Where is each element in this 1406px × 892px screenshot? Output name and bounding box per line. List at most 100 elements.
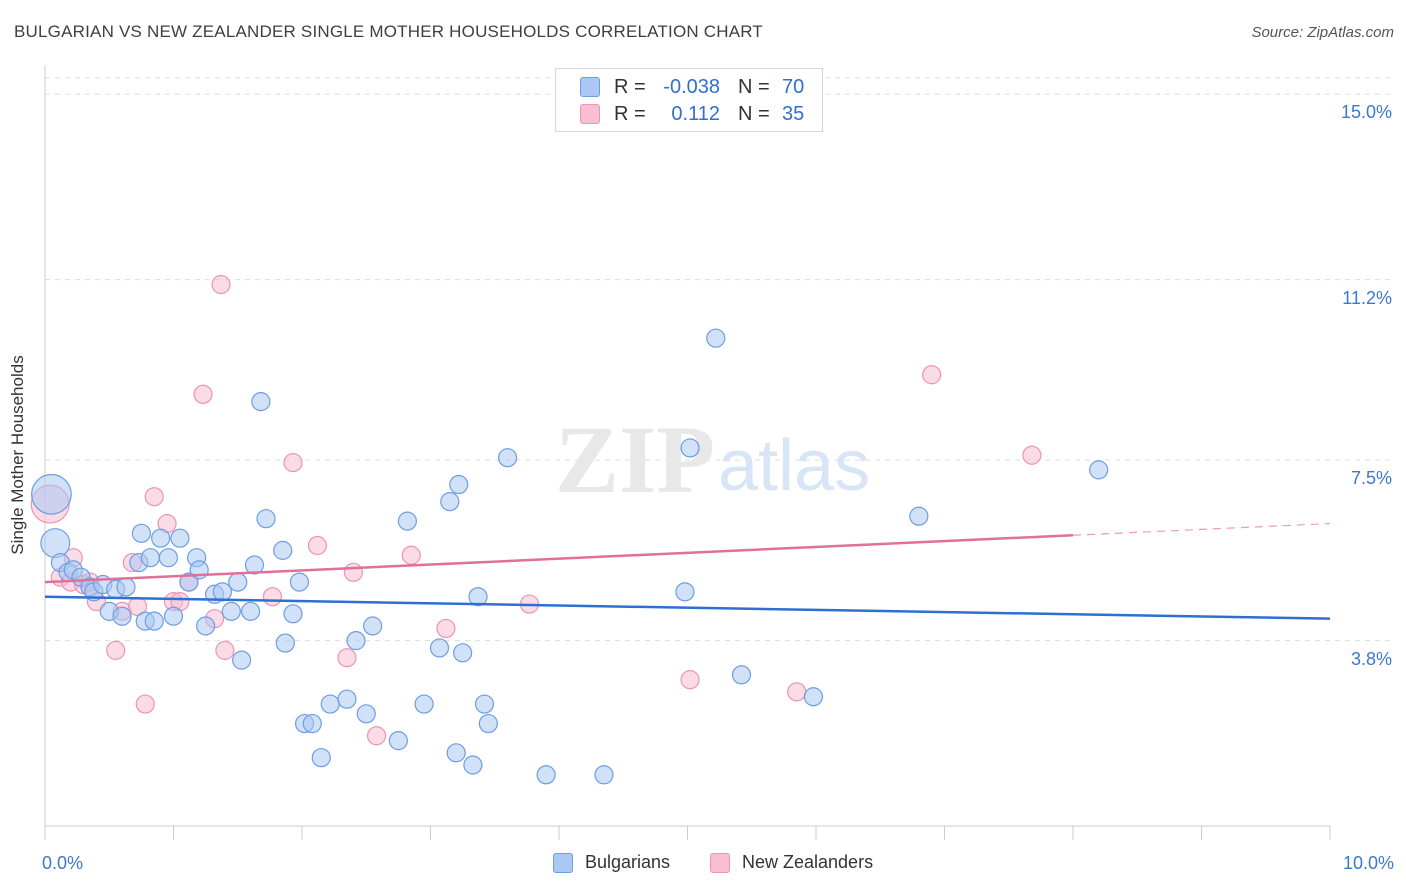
- data-point: [397, 511, 417, 531]
- data-point: [388, 731, 408, 751]
- x-tick-label: 0.0%: [42, 853, 84, 873]
- data-point: [251, 391, 271, 412]
- trend-line-new-zealanders-extension: [1072, 522, 1331, 536]
- chart-title: BULGARIAN VS NEW ZEALANDER SINGLE MOTHER…: [14, 22, 764, 41]
- data-point: [106, 640, 126, 660]
- data-point: [453, 643, 473, 663]
- data-point: [706, 328, 726, 348]
- data-point: [112, 606, 132, 626]
- data-point: [449, 474, 469, 495]
- data-point: [463, 755, 483, 775]
- data-point: [731, 665, 752, 685]
- legend-label-new-zealanders: New Zealanders: [742, 852, 874, 872]
- data-point: [366, 726, 387, 746]
- source-credit: Source: ZipAtlas.com: [1251, 24, 1394, 41]
- pink-swatch: [710, 852, 730, 873]
- legend-row-bulgarians: R = -0.038 N = 70: [580, 75, 804, 99]
- data-point: [478, 713, 498, 734]
- data-point: [356, 704, 376, 724]
- data-point: [675, 582, 695, 602]
- data-point: [346, 631, 366, 651]
- data-point: [283, 452, 303, 473]
- data-point: [116, 577, 136, 597]
- r-label: R =: [614, 102, 646, 125]
- data-point: [343, 562, 363, 582]
- r-value: 0.112: [671, 102, 720, 125]
- data-point: [211, 274, 231, 295]
- data-point: [909, 506, 929, 526]
- series-new-zealanders-points: [30, 274, 1042, 746]
- data-point: [680, 438, 700, 458]
- data-point: [144, 611, 164, 631]
- data-point: [163, 606, 184, 626]
- trend-lines: [44, 522, 1331, 620]
- watermark: ZIP atlas: [555, 406, 870, 513]
- n-value: 35: [782, 102, 805, 125]
- data-point: [337, 689, 357, 709]
- data-point: [594, 765, 614, 785]
- series-bulgarians-points: [31, 328, 1109, 785]
- pink-swatch: [580, 104, 600, 124]
- data-point: [803, 687, 824, 707]
- data-point: [193, 384, 213, 404]
- data-point: [1089, 460, 1109, 480]
- y-tick-label: 11.2%: [1342, 287, 1392, 308]
- y-tick-label: 3.8%: [1350, 648, 1392, 669]
- axes: [44, 65, 1331, 840]
- n-value: 70: [782, 75, 805, 98]
- data-point: [498, 448, 518, 468]
- data-point: [283, 604, 303, 624]
- data-point: [40, 528, 71, 559]
- x-tick-label: 10.0%: [1342, 853, 1394, 873]
- data-point: [468, 587, 488, 607]
- data-point: [429, 638, 450, 658]
- watermark-zip: ZIP: [555, 406, 715, 513]
- data-point: [436, 618, 456, 639]
- data-point: [232, 650, 252, 670]
- data-point: [196, 616, 216, 636]
- data-point: [151, 528, 171, 548]
- data-point: [262, 587, 283, 607]
- legend-row-new-zealanders: R = 0.112 N = 35: [580, 102, 804, 126]
- watermark-atlas: atlas: [718, 426, 870, 506]
- data-point: [680, 670, 700, 690]
- data-point: [215, 640, 235, 660]
- gridlines: [45, 77, 1390, 642]
- data-point: [536, 765, 556, 785]
- data-point: [273, 540, 293, 560]
- correlation-legend: R = -0.038 N = 70 R = 0.112 N = 35: [555, 68, 823, 132]
- data-point: [922, 365, 942, 385]
- n-label: N =: [738, 75, 770, 98]
- data-point: [179, 572, 199, 592]
- series-legend: Bulgarians New Zealanders: [0, 852, 1406, 878]
- r-value: -0.038: [663, 75, 720, 98]
- legend-item-bulgarians[interactable]: Bulgarians: [553, 852, 670, 873]
- data-point: [363, 616, 383, 636]
- data-point: [140, 548, 160, 568]
- data-point: [256, 509, 276, 529]
- blue-swatch: [580, 77, 600, 97]
- data-point: [244, 555, 265, 575]
- legend-label-bulgarians: Bulgarians: [585, 852, 671, 872]
- data-point: [289, 572, 310, 592]
- data-point: [275, 633, 295, 653]
- data-point: [440, 491, 460, 512]
- data-point: [302, 713, 322, 734]
- data-point: [158, 548, 178, 568]
- trend-line-new-zealanders: [44, 534, 1074, 584]
- y-tick-label: 7.5%: [1350, 468, 1392, 489]
- data-point: [221, 601, 241, 621]
- data-point: [307, 535, 328, 556]
- data-point: [212, 582, 232, 602]
- legend-item-new-zealanders[interactable]: New Zealanders: [710, 852, 873, 873]
- data-point: [401, 545, 421, 565]
- data-point: [414, 694, 434, 714]
- r-label: R =: [614, 75, 646, 98]
- data-point: [170, 528, 190, 548]
- data-point: [135, 694, 155, 714]
- data-point: [787, 682, 807, 702]
- trend-line-bulgarians: [44, 595, 1331, 620]
- y-tick-label: 15.0%: [1340, 102, 1392, 123]
- n-label: N =: [738, 102, 770, 125]
- blue-swatch: [553, 852, 573, 873]
